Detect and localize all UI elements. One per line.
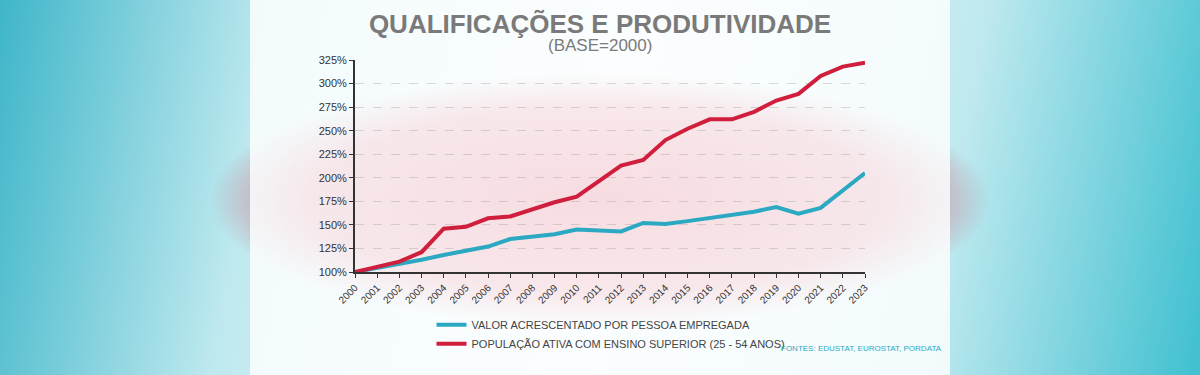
svg-text:2021: 2021 (802, 282, 826, 306)
svg-text:150%: 150% (319, 219, 347, 231)
svg-text:2010: 2010 (558, 282, 582, 306)
svg-text:125%: 125% (319, 242, 347, 254)
svg-text:2011: 2011 (581, 282, 604, 305)
svg-text:2017: 2017 (713, 282, 737, 306)
svg-text:2008: 2008 (514, 282, 538, 306)
svg-text:2018: 2018 (736, 282, 760, 306)
svg-text:2001: 2001 (359, 282, 383, 306)
svg-text:275%: 275% (319, 101, 347, 113)
svg-text:2007: 2007 (492, 282, 516, 306)
svg-text:2012: 2012 (603, 282, 627, 306)
svg-text:2009: 2009 (536, 282, 560, 306)
svg-text:250%: 250% (319, 125, 347, 137)
svg-text:225%: 225% (319, 148, 347, 160)
svg-text:2005: 2005 (447, 282, 471, 306)
svg-text:2023: 2023 (846, 282, 870, 306)
svg-text:2013: 2013 (625, 282, 649, 306)
svg-text:325%: 325% (319, 54, 347, 66)
svg-text:2015: 2015 (669, 282, 693, 306)
svg-text:2016: 2016 (691, 282, 715, 306)
svg-text:FONTES: EDUSTAT, EUROSTAT, POR: FONTES: EDUSTAT, EUROSTAT, PORDATA (781, 344, 942, 353)
svg-text:(BASE=2000): (BASE=2000) (548, 36, 652, 55)
svg-text:2014: 2014 (647, 282, 671, 306)
svg-text:2003: 2003 (403, 282, 427, 306)
svg-text:VALOR ACRESCENTADO POR PESSOA: VALOR ACRESCENTADO POR PESSOA EMPREGADA (472, 319, 750, 331)
svg-text:2006: 2006 (469, 282, 493, 306)
svg-text:2004: 2004 (425, 282, 449, 306)
svg-text:175%: 175% (319, 195, 347, 207)
svg-text:POPULAÇÃO ATIVA COM ENSINO SUP: POPULAÇÃO ATIVA COM ENSINO SUPERIOR (25 … (472, 338, 785, 350)
svg-text:2002: 2002 (381, 282, 405, 306)
svg-text:2022: 2022 (824, 282, 848, 306)
svg-text:100%: 100% (319, 266, 347, 278)
svg-text:2000: 2000 (336, 282, 360, 306)
svg-text:2020: 2020 (780, 282, 804, 306)
svg-text:2019: 2019 (758, 282, 782, 306)
svg-text:QUALIFICAÇÕES E PRODUTIVIDADE: QUALIFICAÇÕES E PRODUTIVIDADE (369, 9, 831, 39)
svg-text:200%: 200% (319, 172, 347, 184)
svg-text:300%: 300% (319, 77, 347, 89)
